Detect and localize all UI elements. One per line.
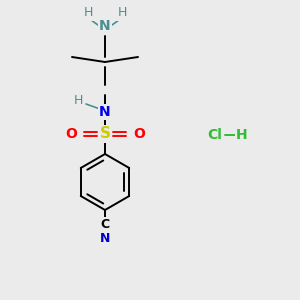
- Text: H: H: [236, 128, 248, 142]
- Text: C: C: [100, 218, 109, 230]
- Text: H: H: [83, 7, 93, 20]
- Text: N: N: [99, 19, 111, 33]
- Text: O: O: [133, 127, 145, 141]
- Text: N: N: [99, 105, 111, 119]
- Text: H: H: [117, 7, 127, 20]
- Text: S: S: [100, 127, 110, 142]
- Text: N: N: [100, 232, 110, 244]
- Text: Cl: Cl: [208, 128, 222, 142]
- Text: O: O: [65, 127, 77, 141]
- Text: H: H: [73, 94, 83, 106]
